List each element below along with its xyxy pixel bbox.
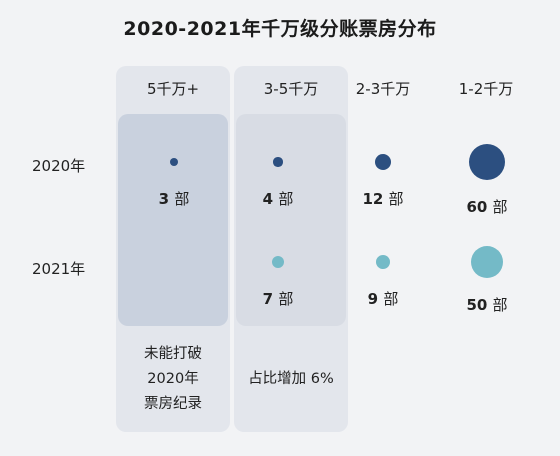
bubble-2020-col1 <box>273 157 283 167</box>
bubble-2020-col2 <box>374 153 392 171</box>
column-header: 2-3千万 <box>355 80 411 98</box>
annotation-5000w: 未能打破 2020年 票房纪录 <box>117 342 229 417</box>
annotation-line: 占比增加 6% <box>248 371 334 387</box>
bubble-2021-col2 <box>376 255 390 269</box>
annotation-3-5000w: 占比增加 6% <box>235 367 347 392</box>
count-label: 7 部 <box>262 290 294 308</box>
annotation-line: 未能打破 <box>144 346 202 362</box>
count-label: 50 部 <box>466 296 508 315</box>
column-inner-5000w <box>118 114 228 326</box>
column-inner-3-5000w <box>236 114 346 326</box>
count-label: 12 部 <box>362 190 404 208</box>
count-label: 3 部 <box>158 190 190 208</box>
count-label: 4 部 <box>262 190 294 208</box>
annotation-line: 2020年 <box>147 371 199 387</box>
count-label: 60 部 <box>466 198 508 216</box>
column-header: 1-2千万 <box>458 80 514 98</box>
row-label-2020: 2020年 <box>32 157 86 175</box>
column-header: 3-5千万 <box>263 80 319 98</box>
bubble-2020-col3 <box>469 144 505 180</box>
row-label-2021: 2021年 <box>32 260 86 278</box>
bubble-2020-col0 <box>169 157 179 167</box>
column-header: 5千万+ <box>146 80 200 98</box>
annotation-line: 票房纪录 <box>144 396 202 412</box>
chart-title: 2020-2021年千万级分账票房分布 <box>123 18 437 40</box>
count-label: 9 部 <box>367 290 399 308</box>
bubble-2021-col1 <box>271 255 285 269</box>
bubble-2021-col3 <box>470 245 504 279</box>
